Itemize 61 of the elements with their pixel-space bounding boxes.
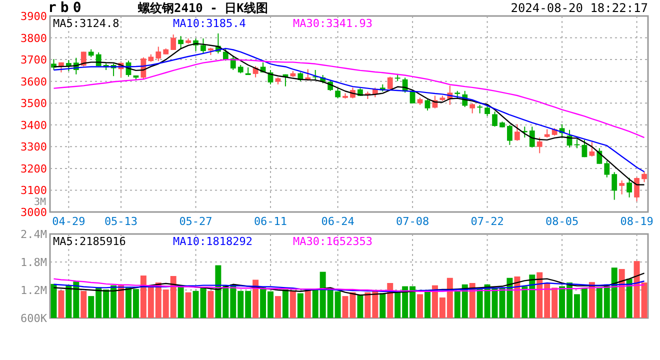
x-tick-label: 08-05 [545,215,579,228]
candlestick [529,126,535,148]
candlestick [634,176,640,202]
y-tick-label: 3200 [20,162,47,176]
candlestick [156,46,162,62]
candlestick [200,38,206,54]
line-series [53,278,645,292]
candlestick [507,124,512,146]
candlestick [626,177,632,198]
y-tick-label: 600K [20,312,48,325]
candlestick [582,139,588,158]
y-tick-label: 3900 [20,10,47,23]
y-tick-label: 3800 [20,32,47,45]
candlestick [484,105,490,116]
candlestick [492,111,498,128]
candlestick [335,88,340,99]
candlestick [596,148,602,164]
y-tick-label: 3500 [20,97,47,110]
candlestick [387,76,393,91]
text: rb0 [48,0,86,16]
candlestick [536,137,542,154]
x-tick-label: 06-11 [254,215,288,228]
x-tick-label: 05-27 [179,215,212,228]
line-series [53,272,645,296]
x-tick-label: 06-24 [321,215,355,228]
chart-title: 螺纹钢2410 - 日K线图 [137,1,268,15]
text: MA5:2185916 [53,235,126,248]
candlestick [470,102,476,114]
text: MA5:3124.8 [53,17,120,30]
x-tick-label: 05-13 [104,215,138,228]
candlestick [80,51,86,67]
y-tick-label: 3600 [20,75,47,88]
y-tick-label: 3100 [20,184,47,198]
text: MA10:1818292 [173,235,252,248]
text: MA10:3185.4 [173,17,246,30]
text: MA30:1652353 [293,235,372,248]
y-tick-label: 3000 [20,206,47,219]
y-tick-label: 3700 [20,54,47,67]
candlestick [604,160,610,178]
candlestick [522,126,528,138]
candlestick [170,34,176,50]
text: 3M [34,197,46,208]
candlestick [424,98,430,112]
candlestick [642,170,647,183]
y-tick-label: 1.8M [20,256,48,269]
line-series [53,280,645,292]
x-tick-label: 04-29 [52,215,86,228]
y-tick-label: 1.2M [20,284,48,297]
x-tick-label: 08-19 [620,215,654,228]
candlestick [619,180,625,195]
text: 2024-08-20 18:22:17 [510,1,648,15]
x-tick-label: 07-08 [396,215,430,228]
y-tick-label: 3400 [20,118,47,132]
text: MA30:3341.93 [293,17,372,30]
candlestick [178,36,184,50]
candlestick [514,124,520,142]
y-tick-label: 2.4M [20,228,48,241]
x-tick-label: 07-22 [470,215,504,228]
candlestick [589,142,595,157]
y-tick-label: 3300 [20,140,47,154]
candlestick [612,172,618,200]
